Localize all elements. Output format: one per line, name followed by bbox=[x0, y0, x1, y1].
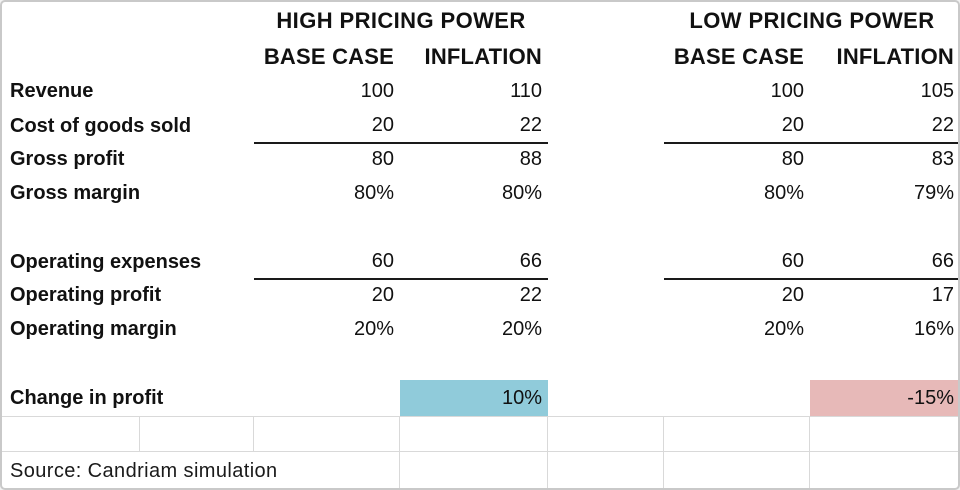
cogs-low-inflation-value: 22 bbox=[810, 108, 958, 144]
grid-cell bbox=[664, 452, 810, 488]
row-operating-expenses: Operating expenses 60 66 60 66 bbox=[2, 244, 958, 280]
gross-profit-high-inflation-value: 88 bbox=[519, 148, 542, 170]
op-profit-low-inflation-value: 17 bbox=[931, 284, 954, 306]
gross-margin-low-base-value: 80% bbox=[763, 182, 804, 204]
source-label: Source: Candriam simulation bbox=[2, 452, 400, 488]
gross-margin-high-base-value: 80% bbox=[353, 182, 394, 204]
grid-cell bbox=[664, 417, 810, 451]
gross-profit-low-inflation-value: 83 bbox=[931, 148, 954, 170]
grid-cell bbox=[400, 417, 548, 451]
op-margin-low-base-value: 20% bbox=[763, 318, 804, 340]
row-label: Operating margin bbox=[10, 317, 177, 340]
revenue-low-base-value: 100 bbox=[770, 80, 804, 102]
op-margin-low-inflation-value: 16% bbox=[913, 318, 954, 340]
revenue-high-inflation-value: 110 bbox=[510, 80, 542, 102]
opex-low-base-value: 60 bbox=[664, 244, 810, 280]
change-profit-high-cell: 10% bbox=[400, 380, 548, 416]
grid-cell bbox=[2, 417, 140, 451]
gross-margin-low-inflation-value: 79% bbox=[913, 182, 954, 204]
row-change-in-profit: Change in profit 10% -15% bbox=[2, 380, 958, 416]
op-profit-high-base-value: 20 bbox=[371, 284, 394, 306]
grid-cell bbox=[810, 417, 958, 451]
high-base-case-header: BASE CASE bbox=[263, 44, 394, 69]
low-base-case-header: BASE CASE bbox=[673, 44, 804, 69]
row-label: Operating expenses bbox=[10, 250, 202, 273]
row-label: Gross profit bbox=[10, 147, 125, 170]
op-profit-high-inflation-value: 22 bbox=[519, 284, 542, 306]
row-operating-profit: Operating profit 20 22 20 17 bbox=[2, 278, 958, 312]
row-label: Operating profit bbox=[10, 283, 162, 306]
grid-cell bbox=[810, 452, 958, 488]
grid-cell bbox=[254, 417, 400, 451]
row-cost-of-goods-sold: Cost of goods sold 20 22 20 22 bbox=[2, 108, 958, 144]
gross-margin-high-inflation-value: 80% bbox=[501, 182, 542, 204]
row-gross-profit: Gross profit 80 88 80 83 bbox=[2, 142, 958, 176]
gross-profit-low-base-value: 80 bbox=[781, 148, 804, 170]
blank-row bbox=[2, 346, 958, 380]
high-pricing-power-title: HIGH PRICING POWER bbox=[276, 8, 526, 33]
high-inflation-header: INFLATION bbox=[424, 44, 542, 69]
revenue-low-inflation-value: 105 bbox=[920, 80, 954, 102]
grid-cell bbox=[140, 417, 254, 451]
row-label: Revenue bbox=[10, 79, 94, 102]
opex-high-inflation-value: 66 bbox=[400, 244, 548, 280]
row-label: Gross margin bbox=[10, 181, 141, 204]
grid-cell bbox=[548, 452, 664, 488]
op-margin-high-inflation-value: 20% bbox=[501, 318, 542, 340]
row-label: Change in profit bbox=[10, 386, 164, 409]
low-inflation-header: INFLATION bbox=[836, 44, 954, 69]
blank-row bbox=[2, 210, 958, 244]
cogs-low-base-value: 20 bbox=[664, 108, 810, 144]
grid-cell bbox=[548, 417, 664, 451]
cogs-high-inflation-value: 22 bbox=[400, 108, 548, 144]
op-margin-high-base-value: 20% bbox=[353, 318, 394, 340]
source-row: Source: Candriam simulation bbox=[2, 452, 958, 488]
opex-high-base-value: 60 bbox=[254, 244, 400, 280]
column-header-row: BASE CASE INFLATION BASE CASE INFLATION bbox=[2, 40, 958, 74]
low-pricing-power-title: LOW PRICING POWER bbox=[689, 8, 935, 33]
empty-grid-row bbox=[2, 416, 958, 452]
row-label: Cost of goods sold bbox=[10, 114, 192, 137]
row-gross-margin: Gross margin 80% 80% 80% 79% bbox=[2, 176, 958, 210]
row-operating-margin: Operating margin 20% 20% 20% 16% bbox=[2, 312, 958, 346]
cogs-high-base-value: 20 bbox=[254, 108, 400, 144]
grid-cell bbox=[400, 452, 548, 488]
change-profit-low-cell: -15% bbox=[810, 380, 958, 416]
row-revenue: Revenue 100 110 100 105 bbox=[2, 74, 958, 108]
opex-low-inflation-value: 66 bbox=[810, 244, 958, 280]
revenue-high-base-value: 100 bbox=[360, 80, 394, 102]
gross-profit-high-base-value: 80 bbox=[371, 148, 394, 170]
group-title-row: HIGH PRICING POWER LOW PRICING POWER bbox=[2, 2, 958, 40]
op-profit-low-base-value: 20 bbox=[781, 284, 804, 306]
